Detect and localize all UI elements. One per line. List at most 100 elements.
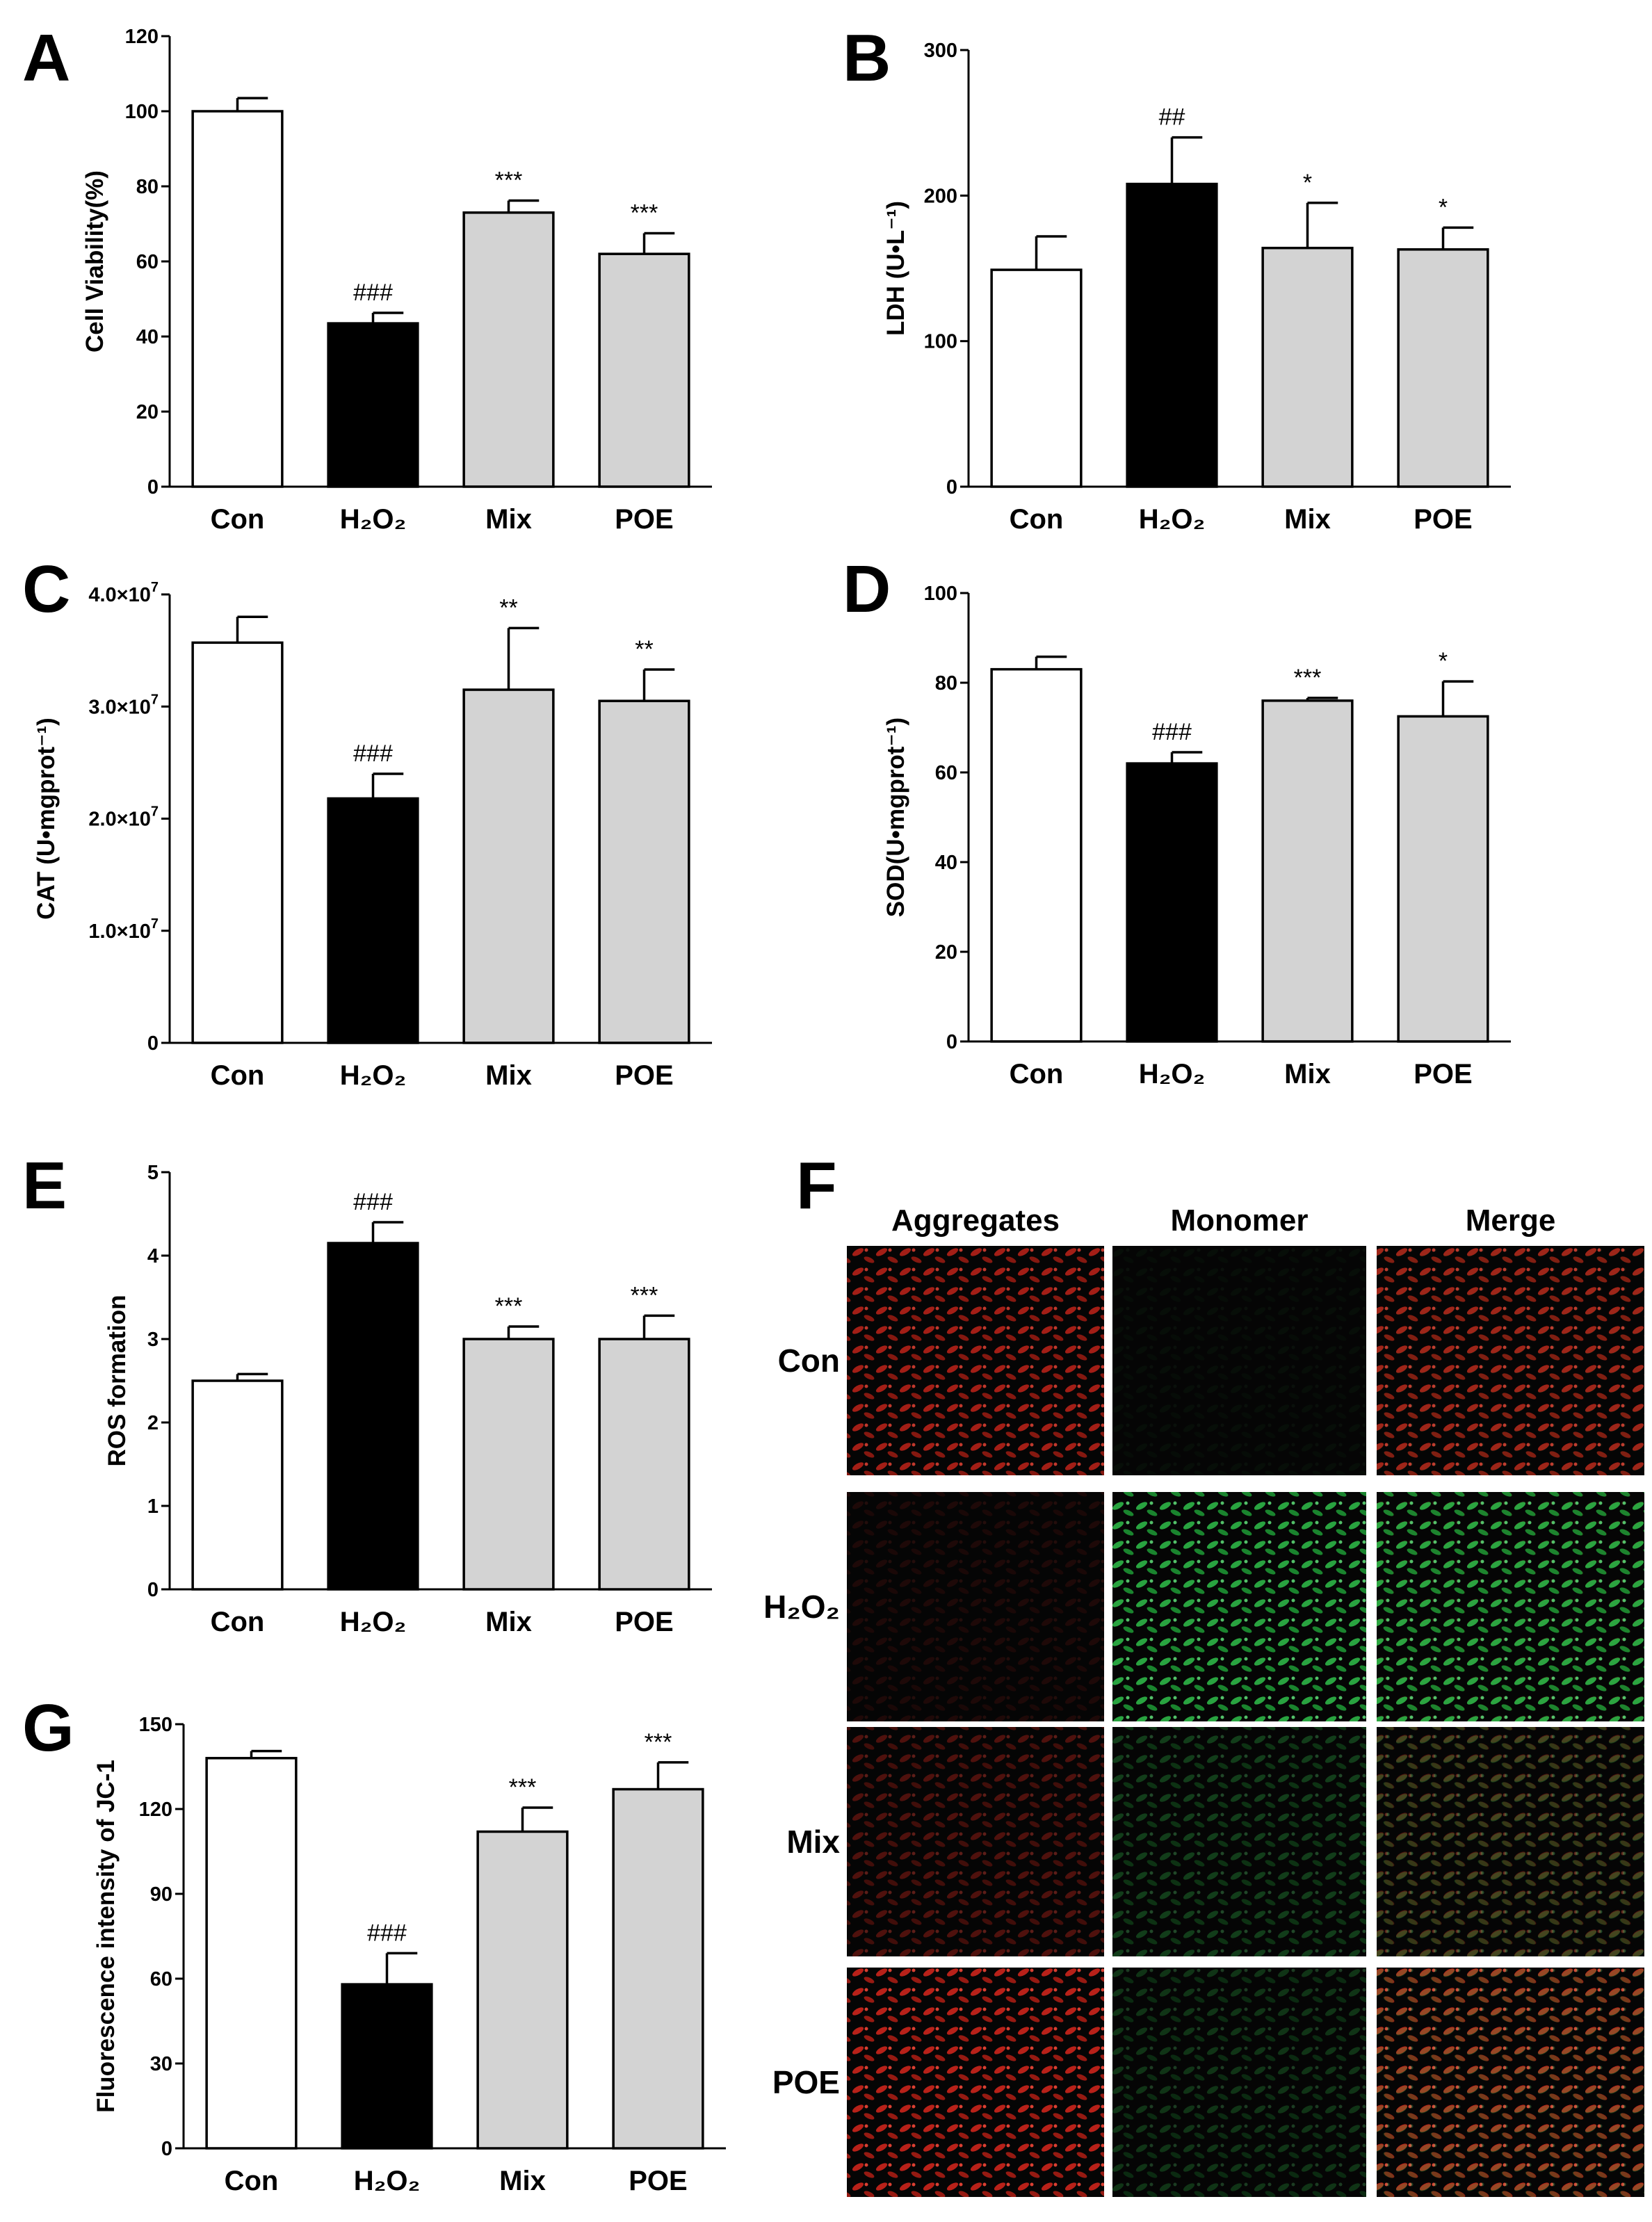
y-tick-exponent: 7 [151,580,159,595]
bar [205,1757,298,2150]
micrograph-image [1112,1727,1366,1956]
significance-label: *** [645,1729,672,1755]
x-category-label: POE [1414,504,1472,535]
bar [462,1338,555,1591]
significance-label: * [1439,648,1448,674]
y-tick-label: 30 [150,2053,172,2075]
row-label: Mix [786,1824,840,1860]
bar [598,1338,690,1591]
bar [462,211,555,488]
bar [462,688,555,1044]
panel-label-d: D [843,552,891,626]
significance-label: ### [1152,719,1192,745]
green-fluorescence-layer [1377,1246,1644,1475]
bar [1397,715,1489,1043]
green-fluorescence-layer [1377,1727,1644,1956]
chart-e-ros: 0 1 2 3 4 5 ROS formation Con ### H₂O₂ *** Mix *** PO… [104,1162,712,1637]
micrograph-image [1377,1727,1644,1956]
bar [191,641,284,1044]
y-tick-label: 20 [935,941,957,964]
row-label: H₂O₂ [763,1589,840,1625]
bar [1261,246,1354,488]
micrograph-image [1377,1492,1644,1721]
micrograph-image [847,1968,1104,2197]
micrograph-image [847,1246,1104,1475]
chart-a-cell-viability: 0 20 40 60 80 100 120 Cell Viability(%) Con ### H₂… [81,26,712,535]
green-fluorescence-layer [1112,1968,1366,2197]
x-category-label: POE [615,1060,673,1091]
significance-label: ### [353,279,393,306]
bar [1261,699,1354,1043]
bar [476,1830,569,2150]
y-tick-label: 90 [150,1883,172,1906]
y-tick-label: 200 [924,185,957,207]
column-label: Aggregates [891,1203,1060,1238]
y-tick-label: 2.0×107 [88,804,159,831]
x-category-label: Con [1010,1059,1064,1089]
bar [1126,762,1218,1043]
y-tick-label: 2 [147,1412,159,1434]
x-category-label: POE [615,504,673,535]
x-category-label: H₂O₂ [340,1060,407,1091]
chart-b-ldh: 0 100 200 300 LDH (U•L⁻¹) Con ## H₂O₂ * Mix * POE [882,40,1511,535]
micrograph-image [847,1492,1104,1721]
x-category-label: Con [211,1060,265,1091]
significance-label: *** [495,168,523,194]
micrograph-image [1112,1492,1366,1721]
x-category-label: POE [629,2166,687,2196]
green-fluorescence-layer [1377,1492,1644,1721]
chart-g-jc1: 0 30 60 90 120 150 Fluorescence intensity of J… [92,1714,726,2196]
row-label: Con [778,1343,840,1379]
micrograph-image [1377,1968,1644,2197]
y-tick-label: 0 [161,2138,172,2160]
red-fluorescence-layer [847,1492,1104,1721]
y-tick-label: 0 [147,476,159,498]
column-label: Monomer [1171,1203,1309,1238]
y-tick-label: 80 [935,672,957,695]
green-fluorescence-layer [1112,1492,1366,1721]
x-category-label: Con [211,1607,265,1637]
y-tick-label: 3.0×107 [88,692,159,718]
bar [598,252,690,488]
x-category-label: H₂O₂ [1139,1059,1206,1089]
y-tick-label: 80 [136,176,159,198]
bar [327,1242,419,1591]
x-category-label: H₂O₂ [340,1607,407,1637]
panel-label-b: B [843,21,891,95]
green-fluorescence-layer [1112,1246,1366,1475]
bar [327,322,419,488]
micrograph-image [1112,1246,1366,1475]
panel-label-e: E [22,1149,67,1223]
bar [191,1379,284,1591]
x-category-label: Mix [1284,504,1331,535]
significance-label: ** [499,594,517,621]
significance-label: *** [1294,665,1322,691]
bar [990,268,1083,488]
x-category-label: H₂O₂ [354,2166,421,2196]
y-tick-label: 1 [147,1495,159,1518]
y-tick-label: 60 [136,251,159,273]
green-fluorescence-layer [1112,1727,1366,1956]
x-category-label: Mix [485,504,532,535]
y-tick-label: 0 [147,1032,159,1055]
significance-label: ### [353,1189,393,1215]
significance-label: * [1439,194,1448,220]
x-category-label: H₂O₂ [340,504,407,535]
x-category-label: Mix [485,1607,532,1637]
y-tick-label: 120 [139,1799,172,1821]
y-tick-exponent: 7 [151,916,159,932]
y-tick-label: 40 [136,326,159,348]
y-axis-label: CAT (U•mgprot⁻¹) [33,717,60,920]
y-tick-label: 60 [150,1968,172,1990]
significance-label: *** [631,200,658,227]
y-axis-label: LDH (U•L⁻¹) [882,201,909,336]
significance-label: ### [367,1920,407,1946]
red-fluorescence-layer [847,1727,1104,1956]
x-category-label: Con [1010,504,1064,535]
x-category-label: Con [211,504,265,535]
y-tick-label: 0 [946,1031,957,1053]
column-label: Merge [1466,1203,1556,1238]
y-tick-label: 5 [147,1162,159,1184]
significance-label: ** [635,636,653,663]
significance-label: ### [353,740,393,767]
